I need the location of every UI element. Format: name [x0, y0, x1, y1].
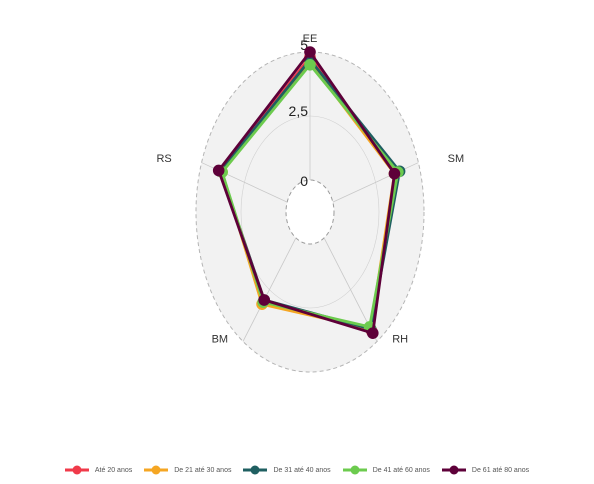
legend-item-3: De 31 até 40 anos — [243, 464, 331, 476]
legend-label: De 41 até 60 anos — [372, 466, 430, 474]
series-5-point-sm — [388, 167, 401, 180]
legend-item-1: Até 20 anos — [64, 464, 133, 476]
series-5-point-rs — [212, 164, 225, 177]
legend-item-4: De 41 até 60 anos — [342, 464, 430, 476]
radial-tick-label: 2,5 — [289, 103, 309, 119]
axis-label-rh: RH — [392, 334, 408, 346]
legend-label: Até 20 anos — [94, 466, 133, 474]
legend-swatch — [441, 465, 466, 475]
radial-tick-label: 0 — [300, 173, 308, 189]
axis-label-rs: RS — [156, 153, 171, 165]
axis-label-bm: BM — [212, 334, 229, 346]
spoke-bm — [242, 237, 297, 342]
legend-swatch — [243, 465, 268, 475]
legend-label: De 31 até 40 anos — [273, 466, 331, 474]
series-4-point-ee — [304, 59, 316, 71]
axis-label-ee: EE — [303, 33, 318, 45]
legend: Até 20 anos De 21 até 30 anos De 31 até 40… — [0, 458, 594, 482]
legend-swatch — [342, 465, 367, 475]
legend-item-2: De 21 até 30 anos — [144, 464, 231, 476]
radar-chart: EE SM RH BM RS 0 2,5 5 — [156, 33, 465, 373]
legend-swatch — [144, 465, 169, 475]
legend-label: De 61 até 80 anos — [471, 466, 530, 474]
radial-tick-label: 5 — [300, 37, 308, 53]
series-line-5 — [217, 50, 396, 335]
series-5-point-rh — [366, 327, 379, 339]
legend-swatch — [64, 465, 89, 475]
series-5-point-ee — [304, 46, 316, 58]
legend-label: De 21 até 30 anos — [174, 466, 232, 474]
series-5-point-bm — [258, 294, 270, 306]
axis-label-sm: SM — [448, 153, 465, 165]
legend-item-5: De 61 até 80 anos — [441, 464, 530, 476]
grid-inner-ring — [285, 179, 335, 245]
